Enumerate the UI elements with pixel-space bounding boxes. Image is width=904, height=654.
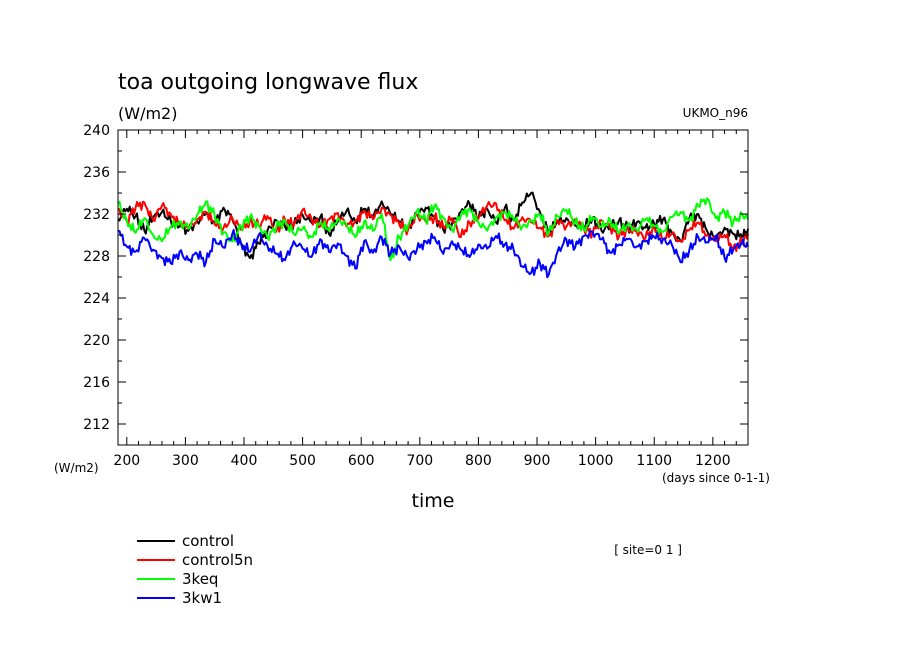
series-layer bbox=[117, 191, 749, 279]
x-tick-label: 700 bbox=[406, 453, 433, 469]
tick-marks bbox=[118, 129, 749, 446]
x-tick-label: 500 bbox=[289, 453, 316, 469]
y-tick-label: 240 bbox=[83, 123, 110, 139]
x-tick-label: 300 bbox=[172, 453, 199, 469]
x-axis-label: time bbox=[412, 490, 455, 512]
legend-label-control: control bbox=[182, 532, 234, 550]
model-label: UKMO_n96 bbox=[683, 106, 748, 120]
x-tick-label: 200 bbox=[113, 453, 140, 469]
series-line-3kw1 bbox=[117, 228, 749, 279]
chart-units: (W/m2) bbox=[118, 104, 177, 123]
x-tick-label: 1200 bbox=[695, 453, 731, 469]
x-tick-label: 1100 bbox=[636, 453, 672, 469]
y-units-label: (W/m2) bbox=[54, 461, 99, 475]
y-tick-label: 228 bbox=[83, 249, 110, 265]
series-line-3keq bbox=[117, 197, 749, 262]
y-tick-label: 212 bbox=[83, 417, 110, 433]
y-tick-label: 236 bbox=[83, 165, 110, 181]
chart-title: toa outgoing longwave flux bbox=[118, 70, 418, 95]
plot-frame bbox=[117, 129, 749, 446]
y-tick-label: 220 bbox=[83, 333, 110, 349]
site-label: [ site=0 1 ] bbox=[614, 543, 682, 557]
y-tick-label: 232 bbox=[83, 207, 110, 223]
y-tick-label: 224 bbox=[83, 291, 110, 307]
y-tick-label: 216 bbox=[83, 375, 110, 391]
x-tick-labels: 200 300 400 500 600 700 800 900 1000 1100 1200 bbox=[113, 453, 730, 469]
x-tick-label: 600 bbox=[348, 453, 375, 469]
x-tick-label: 400 bbox=[231, 453, 258, 469]
x-tick-label: 900 bbox=[524, 453, 551, 469]
series-line-control5n bbox=[117, 200, 749, 252]
y-tick-labels: 212 216 220 224 228 232 236 240 bbox=[83, 123, 110, 433]
x-tick-label: 1000 bbox=[578, 453, 614, 469]
legend-label-3keq: 3keq bbox=[182, 570, 218, 588]
legend-label-control5n: control5n bbox=[182, 551, 253, 569]
x-units-label: (days since 0-1-1) bbox=[662, 471, 770, 485]
legend-label-3kw1: 3kw1 bbox=[182, 589, 222, 607]
x-tick-label: 800 bbox=[465, 453, 492, 469]
